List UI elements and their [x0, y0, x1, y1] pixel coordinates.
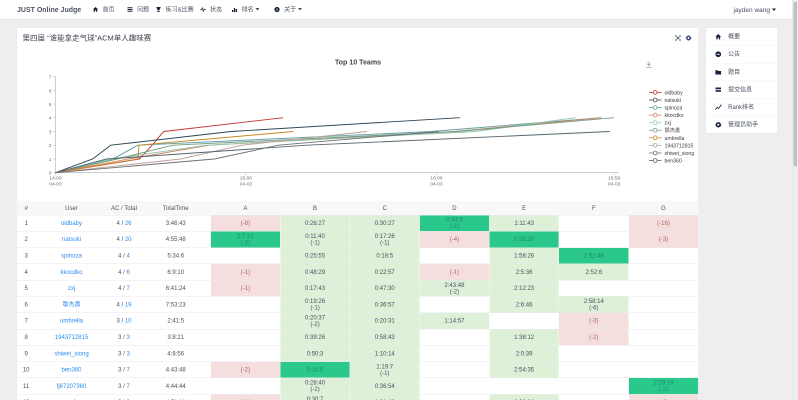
svg-text:1943712815: 1943712815 — [665, 143, 694, 149]
svg-text:04-03: 04-03 — [49, 182, 62, 188]
svg-text:natsuki: natsuki — [665, 98, 681, 104]
svg-text:oldbaby: oldbaby — [665, 90, 684, 96]
svg-text:16:56: 16:56 — [608, 175, 621, 181]
svg-text:15:00: 15:00 — [240, 175, 253, 181]
svg-text:ben360: ben360 — [665, 159, 682, 165]
svg-text:spinoza: spinoza — [665, 106, 683, 112]
svg-text:Top 10 Teams: Top 10 Teams — [335, 59, 381, 67]
svg-text:zxj: zxj — [665, 121, 671, 127]
svg-text:16:00: 16:00 — [430, 175, 443, 181]
svg-text:5: 5 — [49, 102, 52, 108]
svg-text:04-03: 04-03 — [608, 182, 621, 188]
svg-text:04-03: 04-03 — [430, 182, 443, 188]
svg-text:2: 2 — [49, 143, 52, 149]
svg-text:4: 4 — [49, 116, 52, 122]
svg-text:umbrella: umbrella — [665, 136, 685, 142]
svg-text:14:00: 14:00 — [49, 175, 62, 181]
svg-text:鄂杰勇: 鄂杰勇 — [665, 126, 681, 134]
svg-text:0: 0 — [49, 171, 52, 177]
svg-text:7: 7 — [49, 75, 52, 81]
svg-text:04-03: 04-03 — [240, 182, 253, 188]
svg-text:1: 1 — [49, 157, 52, 163]
svg-text:shiwei_xiong: shiwei_xiong — [665, 151, 695, 157]
svg-text:6: 6 — [49, 88, 52, 94]
svg-text:3: 3 — [49, 130, 52, 136]
svg-text:kkocdko: kkocdko — [665, 113, 684, 119]
